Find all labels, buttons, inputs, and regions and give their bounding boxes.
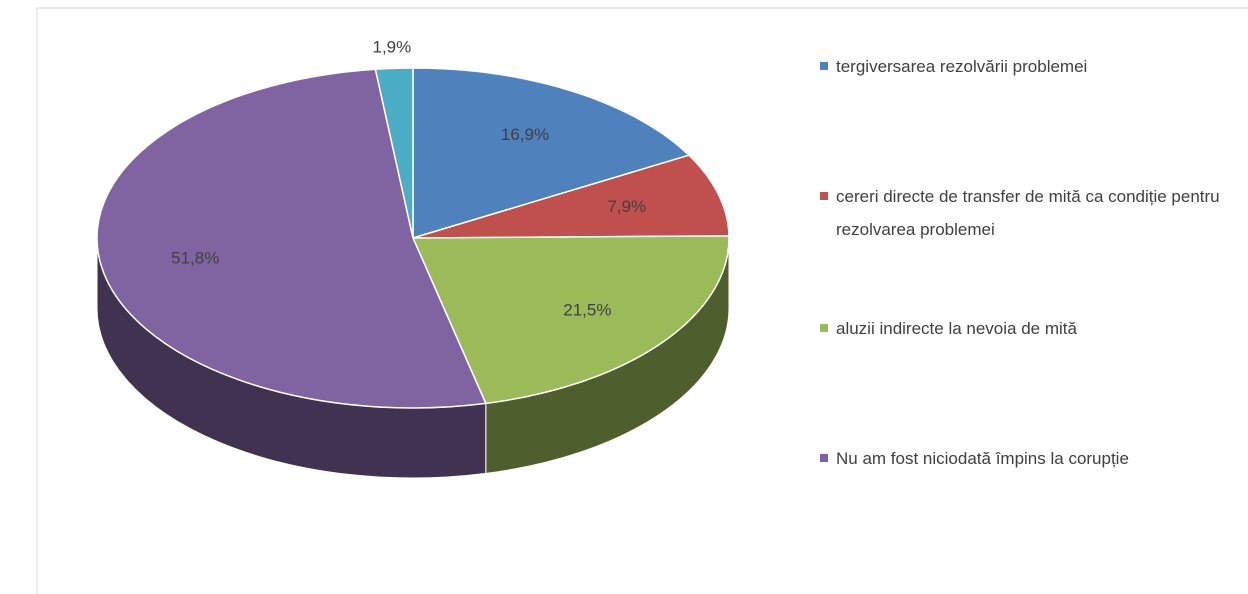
legend-item: tergiversarea rezolvării problemei [820,50,1221,83]
data-label: 21,5% [563,301,611,320]
slice [374,67,414,239]
legend-label: Nu am fost niciodată împins la corupție [836,449,1129,468]
data-label: 51,8% [171,248,219,267]
legend-item: cereri directe de transfer de mită ca co… [820,180,1221,246]
slice [96,68,487,409]
legend-label: aluzii indirecte la nevoia de mită [836,319,1077,338]
legend-label: tergiversarea rezolvării problemei [836,57,1088,76]
legend-item: aluzii indirecte la nevoia de mită [820,312,1221,345]
legend-item: Nu am fost niciodată împins la corupție [820,442,1221,475]
data-label: 16,9% [501,125,549,144]
slice [412,67,691,240]
legend-swatch [820,62,828,70]
legend-label: cereri directe de transfer de mită ca co… [836,187,1220,239]
legend-swatch [820,192,828,200]
data-label: 7,9% [607,197,646,216]
slice [412,154,730,239]
legend-swatch [820,324,828,332]
legend-swatch [820,454,828,462]
data-label: 1,9% [373,37,412,56]
slice [411,235,730,405]
